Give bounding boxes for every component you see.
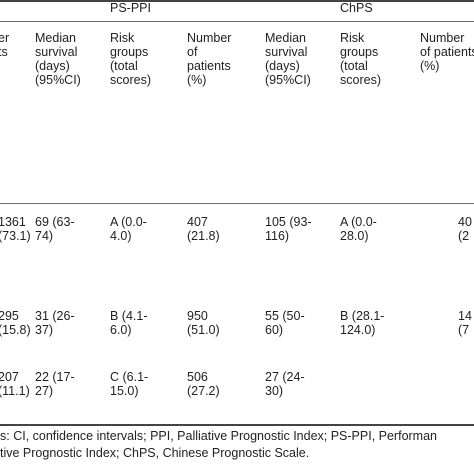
group-header-ps-ppi: PS-PPI — [110, 1, 151, 15]
group-header-chps: ChPS — [340, 1, 373, 15]
table-top-rule — [0, 0, 474, 2]
row-ps-ppi-risk: B (4.1- 6.0) — [110, 309, 148, 337]
column-header-chps-risk: Risk groups (total scores) — [340, 31, 381, 87]
footnote-line-1: s: CI, confidence intervals; PPI, Pallia… — [0, 429, 437, 443]
footnote-line-2: tive Prognostic Index; ChPS, Chinese Pro… — [0, 446, 310, 460]
column-header-ps-ppi-number: Number of patients (%) — [187, 31, 232, 87]
row-chps-risk: A (0.0- 28.0) — [340, 215, 377, 243]
row-chps-median: 55 (50- 60) — [265, 309, 305, 337]
row-chps-number: 40 (2 — [458, 215, 472, 243]
row-chps-risk: B (28.1- 124.0) — [340, 309, 385, 337]
row-col0: 1361 (73.1) — [0, 215, 31, 243]
column-header-col0: er ts — [0, 31, 10, 59]
row-ps-ppi-risk: C (6.1- 15.0) — [110, 370, 149, 398]
column-header-rule — [0, 203, 474, 204]
row-col0: 207 (11.1) — [0, 370, 30, 398]
row-ps-ppi-risk: A (0.0- 4.0) — [110, 215, 147, 243]
row-ps-ppi-median: 31 (26- 37) — [35, 309, 75, 337]
row-ps-ppi-number: 506 (27.2) — [187, 370, 220, 398]
group-header-rule — [0, 21, 474, 22]
row-ps-ppi-median: 22 (17- 27) — [35, 370, 75, 398]
column-header-ps-ppi-risk: Risk groups (total scores) — [110, 31, 151, 87]
row-ps-ppi-median: 69 (63- 74) — [35, 215, 75, 243]
column-header-ps-ppi-median: Median survival (days) (95%CI) — [35, 31, 81, 87]
column-header-chps-median: Median survival (days) (95%CI) — [265, 31, 311, 87]
row-chps-median: 27 (24- 30) — [265, 370, 305, 398]
table-bottom-rule — [0, 424, 474, 426]
row-chps-median: 105 (93- 116) — [265, 215, 312, 243]
row-ps-ppi-number: 950 (51.0) — [187, 309, 220, 337]
row-ps-ppi-number: 407 (21.8) — [187, 215, 220, 243]
column-header-chps-number: Number of patients (%) — [420, 31, 474, 73]
row-col0: 295 (15.8) — [0, 309, 31, 337]
row-chps-number: 14 (7 — [458, 309, 472, 337]
